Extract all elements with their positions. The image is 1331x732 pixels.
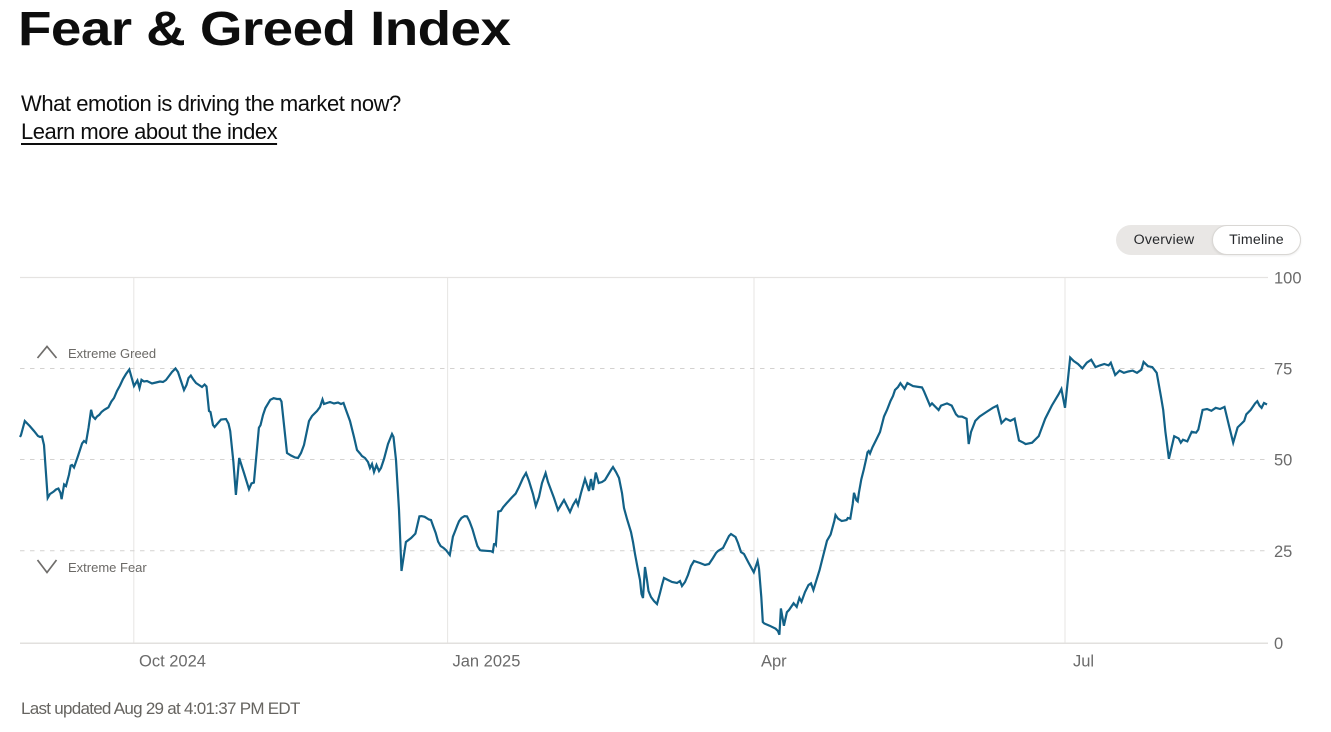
svg-text:75: 75 bbox=[1274, 361, 1292, 379]
svg-text:Jul: Jul bbox=[1073, 653, 1094, 671]
svg-text:100: 100 bbox=[1274, 270, 1302, 288]
svg-text:Extreme Fear: Extreme Fear bbox=[68, 560, 147, 575]
svg-text:0: 0 bbox=[1274, 635, 1283, 653]
svg-text:Apr: Apr bbox=[761, 653, 787, 671]
svg-text:Extreme Greed: Extreme Greed bbox=[68, 346, 156, 361]
svg-text:25: 25 bbox=[1274, 543, 1292, 561]
svg-text:Jan 2025: Jan 2025 bbox=[453, 653, 521, 671]
svg-text:50: 50 bbox=[1274, 452, 1292, 470]
svg-text:Oct 2024: Oct 2024 bbox=[139, 653, 206, 671]
